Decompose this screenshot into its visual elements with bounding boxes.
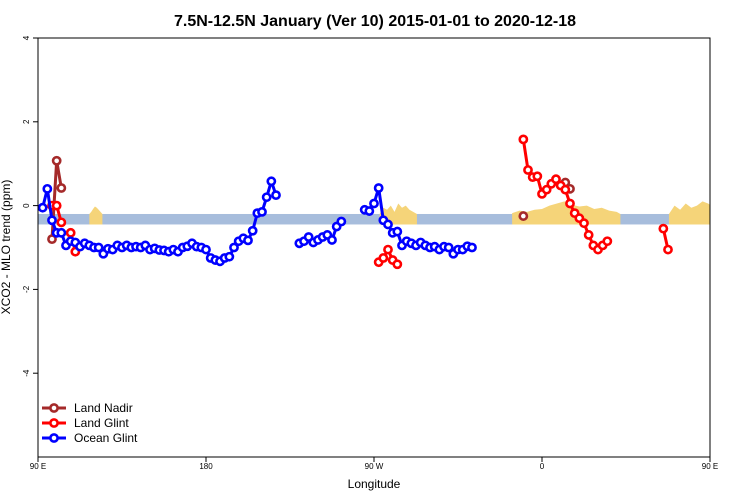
data-point-land-glint	[658, 223, 669, 234]
series-land-nadir	[47, 155, 727, 245]
data-point-ocean-glint	[383, 219, 393, 230]
y-tick-label: -2	[22, 285, 31, 293]
data-point-land-nadir	[51, 155, 62, 166]
data-point-land-nadir	[47, 234, 57, 245]
legend-swatch-marker	[49, 403, 59, 413]
data-point-ocean-glint	[93, 242, 104, 253]
land-fill-region	[379, 203, 417, 225]
data-point-land-glint	[720, 219, 727, 226]
data-point-land-glint	[716, 200, 723, 207]
data-point-ocean-glint	[257, 206, 267, 217]
legend-item-land-nadir: Land Nadir	[42, 401, 133, 415]
data-point-ocean-glint	[201, 244, 211, 255]
x-axis: 90 E 180 90 W 0 90 E	[30, 457, 718, 471]
data-point-land-glint	[551, 174, 561, 185]
data-point-land-glint	[378, 253, 389, 263]
land-fill-region	[668, 201, 710, 225]
data-point-ocean-glint	[369, 198, 379, 209]
data-point-ocean-glint	[271, 190, 281, 201]
legend-swatch-marker	[49, 418, 59, 428]
data-point-land-glint	[602, 236, 613, 247]
y-tick-label: 0	[22, 203, 31, 208]
x-tick-label: 0	[540, 462, 545, 471]
data-point-ocean-glint	[373, 183, 384, 193]
series-line-land-glint	[733, 233, 738, 252]
legend-swatch-marker	[49, 433, 59, 443]
reference-band	[38, 213, 710, 225]
data-point-land-glint	[730, 229, 737, 236]
data-point-ocean-glint	[38, 202, 48, 213]
data-point-ocean-glint	[266, 176, 277, 187]
data-point-ocean-glint	[224, 251, 235, 262]
data-point-land-glint	[541, 184, 552, 195]
data-point-ocean-glint	[392, 226, 403, 237]
data-point-land-glint	[56, 217, 67, 228]
legend-label: Land Nadir	[74, 401, 133, 415]
legend-item-ocean-glint: Ocean Glint	[42, 431, 138, 445]
chart-title: 7.5N-12.5N January (Ver 10) 2015-01-01 t…	[174, 13, 576, 30]
legend-label: Land Glint	[74, 416, 129, 430]
series-line-land-glint	[719, 204, 724, 223]
data-point-ocean-glint	[47, 215, 57, 226]
y-tick-label: 2	[22, 119, 31, 124]
data-point-land-nadir	[716, 157, 723, 164]
data-point-land-glint	[663, 244, 673, 255]
data-point-land-glint	[583, 230, 594, 240]
data-point-ocean-glint	[364, 206, 375, 216]
data-point-ocean-glint	[467, 242, 477, 253]
data-point-land-glint	[523, 165, 533, 175]
series-ocean-glint	[38, 176, 477, 267]
data-point-land-glint	[518, 134, 529, 145]
land-fill-region	[512, 201, 621, 225]
plot-area	[38, 134, 741, 270]
data-point-ocean-glint	[42, 183, 53, 194]
land-fill-region	[89, 206, 103, 225]
data-point-land-glint	[579, 218, 589, 229]
data-point-land-nadir	[720, 184, 727, 191]
data-point-ocean-glint	[327, 235, 337, 245]
data-point-ocean-glint	[336, 216, 347, 227]
data-point-land-nadir	[56, 183, 67, 193]
x-axis-label: Longitude	[348, 477, 401, 491]
legend-label: Ocean Glint	[74, 431, 138, 445]
data-point-ocean-glint	[261, 192, 272, 203]
data-point-ocean-glint	[56, 227, 67, 238]
y-axis-label: XCO2 - MLO trend (ppm)	[0, 180, 13, 315]
data-point-land-nadir	[709, 237, 710, 241]
data-point-ocean-glint	[243, 235, 253, 246]
x-tick-label: 90 W	[365, 462, 384, 471]
x-tick-label: 180	[199, 462, 213, 471]
series-line-land-nadir	[715, 161, 724, 239]
x-tick-label: 90 E	[30, 462, 46, 471]
data-point-land-glint	[532, 171, 543, 182]
y-tick-label: -4	[22, 369, 31, 377]
y-tick-label: 4	[22, 35, 31, 40]
data-point-land-glint	[51, 200, 62, 211]
data-point-land-glint	[560, 184, 571, 195]
data-point-land-glint	[734, 248, 741, 255]
data-point-land-glint	[392, 259, 403, 270]
data-point-land-nadir	[518, 211, 529, 221]
data-point-ocean-glint	[443, 242, 454, 253]
data-point-ocean-glint	[229, 242, 239, 253]
data-point-land-glint	[565, 198, 575, 209]
data-point-land-glint	[383, 244, 393, 255]
y-axis: 4 2 0 -2 -4	[22, 35, 38, 377]
plot-content	[38, 134, 741, 270]
x-tick-label: 90 E	[702, 462, 718, 471]
data-point-land-glint	[65, 227, 76, 238]
data-point-ocean-glint	[247, 225, 258, 236]
series-land-glint	[47, 134, 741, 270]
legend-item-land-glint: Land Glint	[42, 416, 129, 430]
